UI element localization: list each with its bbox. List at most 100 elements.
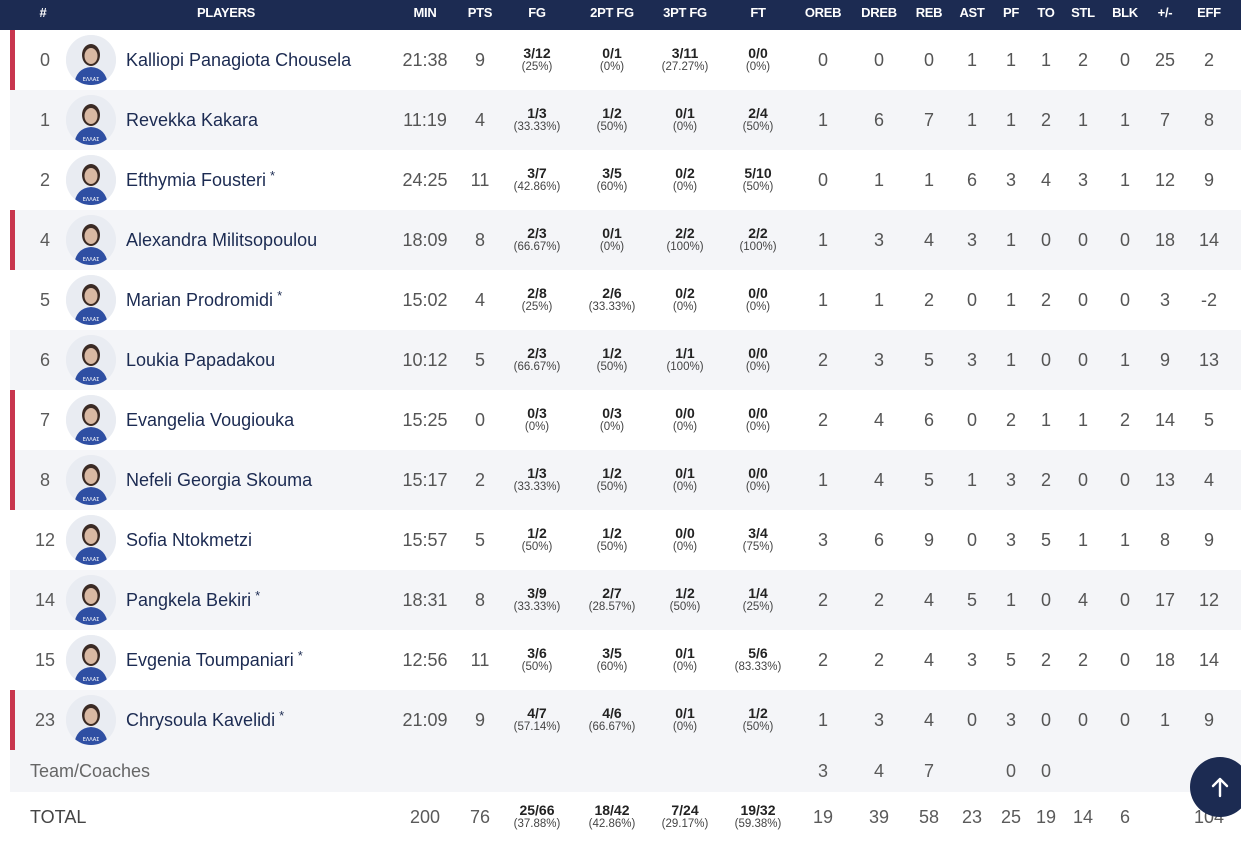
stat-dreb: 6 <box>873 529 884 550</box>
stat-fg: 4/7 (57.14%) <box>507 690 567 750</box>
player-photo-icon: ΕΛΛΑΣ <box>66 515 116 565</box>
player-name-link[interactable]: Pangkela Bekiri * <box>126 570 260 630</box>
svg-text:ΕΛΛΑΣ: ΕΛΛΑΣ <box>83 437 100 443</box>
player-name-link[interactable]: Chrysoula Kavelidi * <box>126 690 284 750</box>
player-name[interactable]: Loukia Papadakou <box>126 349 276 370</box>
player-number: 7 <box>39 409 50 430</box>
header-fg: FG <box>528 5 546 20</box>
stat-fg3-made: 0/1 <box>675 705 695 722</box>
player-name-link[interactable]: Evangelia Vougiouka <box>126 390 298 450</box>
starter-marker: * <box>279 707 285 723</box>
stat-reb: 1 <box>923 169 934 190</box>
stat-ft-pct: (0%) <box>745 361 771 374</box>
player-name[interactable]: Revekka Kakara <box>126 109 259 130</box>
player-name-link[interactable]: Evgenia Toumpaniari * <box>126 630 303 690</box>
player-name[interactable]: Sofia Ntokmetzi <box>126 529 253 550</box>
stat-fg3-pct: (100%) <box>666 361 704 374</box>
player-name-link[interactable]: Alexandra Militsopoulou <box>126 210 321 270</box>
stat-pf: 3 <box>1005 469 1016 490</box>
stat-min: 18:31 <box>402 589 448 610</box>
player-name[interactable]: Pangkela Bekiri <box>126 589 252 610</box>
stat-pf: 1 <box>1005 589 1016 610</box>
stat-fg2-made: 0/3 <box>602 405 622 422</box>
player-name[interactable]: Evangelia Vougiouka <box>126 409 295 430</box>
stat-oreb: 1 <box>817 229 828 250</box>
player-name[interactable]: Chrysoula Kavelidi <box>126 709 276 730</box>
stat-fg3: 0/0 (0%) <box>650 510 720 570</box>
total-pf: 25 <box>1000 806 1022 827</box>
table-row: 1 ΕΛΛΑΣ Revekka Kakara 11:19 4 1/3 (33.33%) 1/2… <box>10 90 1241 150</box>
stat-fg3-made: 0/0 <box>675 525 695 542</box>
stat-fg2-pct: (60%) <box>596 181 628 194</box>
stat-stl: 0 <box>1077 709 1088 730</box>
player-name-link[interactable]: Nefeli Georgia Skouma <box>126 450 316 510</box>
stat-ft-pct: (83.33%) <box>734 661 782 674</box>
stat-fg: 2/3 (66.67%) <box>507 330 567 390</box>
stat-fg: 3/12 (25%) <box>507 30 567 90</box>
player-name[interactable]: Efthymia Fousteri <box>126 169 267 190</box>
header-3pt-fg: 3PT FG <box>663 5 707 20</box>
stat-fg2-pct: (0%) <box>599 421 625 434</box>
svg-text:ΕΛΛΑΣ: ΕΛΛΑΣ <box>83 677 100 683</box>
stat-fg: 2/8 (25%) <box>507 270 567 330</box>
player-photo-icon: ΕΛΛΑΣ <box>66 395 116 445</box>
total-pts: 76 <box>469 806 491 827</box>
header-to: TO <box>1037 5 1055 20</box>
player-name[interactable]: Alexandra Militsopoulou <box>126 229 318 250</box>
header-ft: FT <box>750 5 766 20</box>
player-number: 8 <box>39 469 50 490</box>
player-photo-icon: ΕΛΛΑΣ <box>66 275 116 325</box>
stat-to: 0 <box>1040 709 1051 730</box>
stat-fg: 1/2 (50%) <box>507 510 567 570</box>
stat-reb: 9 <box>923 529 934 550</box>
stat-fg-made: 4/7 <box>527 705 547 722</box>
stat-fg2-made: 3/5 <box>602 165 622 182</box>
total-to: 19 <box>1035 806 1057 827</box>
svg-text:ΕΛΛΑΣ: ΕΛΛΑΣ <box>83 137 100 143</box>
player-name-link[interactable]: Kalliopi Panagiota Chousela <box>126 30 355 90</box>
player-name-link[interactable]: Revekka Kakara <box>126 90 262 150</box>
player-name-link[interactable]: Loukia Papadakou <box>126 330 279 390</box>
stat-ft-pct: (25%) <box>742 601 774 614</box>
stat-stl: 0 <box>1077 469 1088 490</box>
stat-pm: 7 <box>1159 109 1170 130</box>
stat-ft: 1/4 (25%) <box>728 570 788 630</box>
player-photo-icon: ΕΛΛΑΣ <box>66 455 116 505</box>
player-number: 6 <box>39 349 50 370</box>
header-players: PLAYERS <box>196 5 256 20</box>
player-name-link[interactable]: Marian Prodromidi * <box>126 270 282 330</box>
stat-fg-made: 2/3 <box>527 345 547 362</box>
player-name-link[interactable]: Efthymia Fousteri * <box>126 150 275 210</box>
stat-ft-made: 1/2 <box>748 705 768 722</box>
team-oreb: 3 <box>817 760 828 781</box>
stat-stl: 2 <box>1077 649 1088 670</box>
svg-text:ΕΛΛΑΣ: ΕΛΛΑΣ <box>83 617 100 623</box>
stat-ast: 5 <box>966 589 977 610</box>
stat-fg-pct: (50%) <box>521 541 553 554</box>
player-name-link[interactable]: Sofia Ntokmetzi <box>126 510 256 570</box>
player-name[interactable]: Nefeli Georgia Skouma <box>126 469 313 490</box>
player-name[interactable]: Marian Prodromidi <box>126 289 274 310</box>
player-name[interactable]: Kalliopi Panagiota Chousela <box>126 49 352 70</box>
svg-text:ΕΛΛΑΣ: ΕΛΛΑΣ <box>83 317 100 323</box>
stat-fg3-pct: (100%) <box>666 241 704 254</box>
player-name[interactable]: Evgenia Toumpaniari <box>126 649 294 670</box>
stat-fg3: 0/1 (0%) <box>650 450 720 510</box>
stat-fg-made: 3/6 <box>527 645 547 662</box>
stat-min: 18:09 <box>402 229 448 250</box>
stat-pm: 9 <box>1159 349 1170 370</box>
stat-eff: 8 <box>1203 109 1214 130</box>
stat-fg3-made: 0/0 <box>675 405 695 422</box>
stat-ft-pct: (50%) <box>742 181 774 194</box>
stat-ft: 5/6 (83.33%) <box>728 630 788 690</box>
table-row: 15 ΕΛΛΑΣ Evgenia Toumpaniari * 12:56 11 3/6 (50… <box>10 630 1241 690</box>
stat-to: 0 <box>1040 589 1051 610</box>
scroll-to-top-button[interactable] <box>1190 757 1241 817</box>
total-ft-pct: (59.38%) <box>734 818 782 831</box>
stat-fg-made: 1/3 <box>527 465 547 482</box>
stat-blk: 0 <box>1119 229 1130 250</box>
total-2pt-pct: (42.86%) <box>588 818 636 831</box>
stat-fg3: 0/0 (0%) <box>650 390 720 450</box>
stat-stl: 3 <box>1077 169 1088 190</box>
stat-fg3-pct: (50%) <box>669 601 701 614</box>
